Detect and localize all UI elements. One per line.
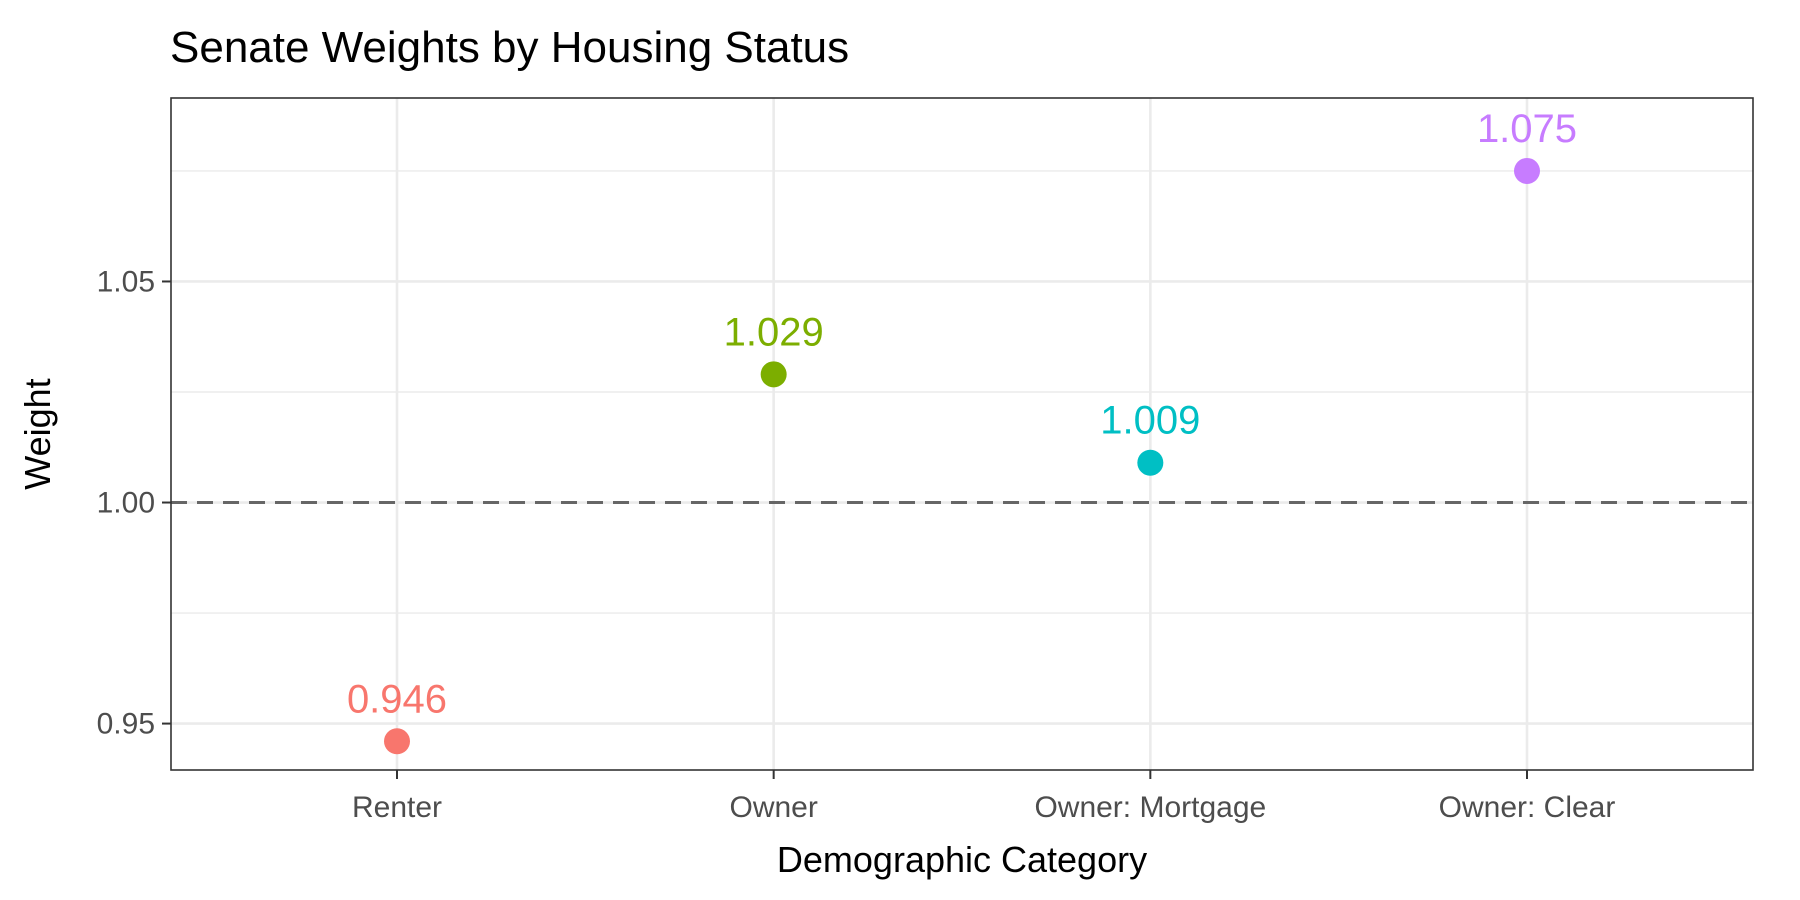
x-tick-label: Owner: Mortgage [1034, 791, 1266, 824]
y-tick-label: 0.95 [97, 708, 155, 741]
y-axis: 0.95 1.00 1.05 [97, 265, 171, 741]
x-tick-label: Owner: Clear [1439, 791, 1616, 824]
x-tick-label: Owner [729, 791, 817, 824]
panel-background [171, 98, 1753, 770]
x-tick-label: Renter [352, 791, 442, 824]
data-point [1514, 157, 1540, 184]
x-axis-title: Demographic Category [777, 839, 1147, 880]
plot-panel: 0.946 1.029 1.009 1.075 [170, 97, 1754, 771]
y-tick-label: 1.05 [97, 265, 155, 298]
x-axis: Renter Owner Owner: Mortgage Owner: Clear [352, 770, 1615, 824]
data-points [384, 157, 1540, 755]
panel-border [170, 97, 1754, 771]
grid-minor [171, 170, 1753, 614]
data-point [760, 361, 787, 388]
y-tick-label: 1.00 [97, 487, 155, 520]
y-axis-title: Weight [17, 378, 58, 489]
data-label: 1.009 [1100, 399, 1200, 443]
chart-title: Senate Weights by Housing Status [170, 23, 849, 72]
data-point [384, 728, 410, 755]
data-label: 1.029 [724, 310, 824, 354]
data-label: 0.946 [347, 677, 447, 721]
data-point [1137, 449, 1164, 476]
data-label: 1.075 [1477, 107, 1577, 151]
data-labels: 0.946 1.029 1.009 1.075 [347, 107, 1577, 721]
